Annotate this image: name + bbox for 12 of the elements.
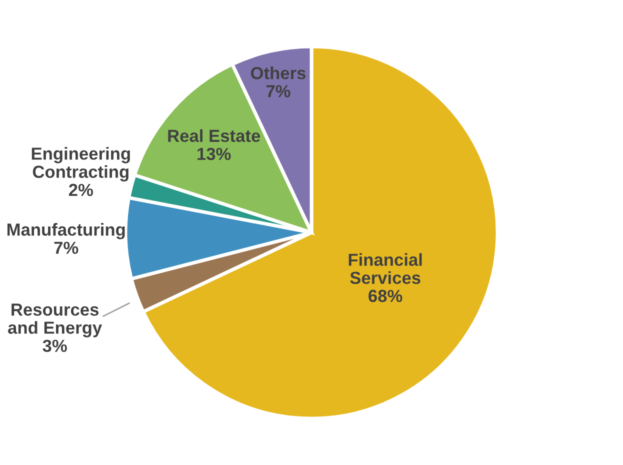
data-label: 2% — [68, 184, 93, 196]
data-label: 68% — [368, 290, 402, 302]
data-label: 7% — [54, 242, 78, 254]
slice-label: Engineering Contracting — [32, 147, 130, 182]
slice-label: Manufacturing — [7, 223, 125, 240]
slice-label: Others — [250, 66, 306, 80]
data-label: 13% — [198, 148, 231, 160]
data-label: 3% — [42, 340, 67, 352]
data-label: 7% — [266, 85, 290, 98]
slice-label: Resources and Energy — [8, 304, 102, 338]
slice-label: Financial Services — [348, 253, 422, 284]
slice-label: Real Estate — [168, 129, 260, 142]
